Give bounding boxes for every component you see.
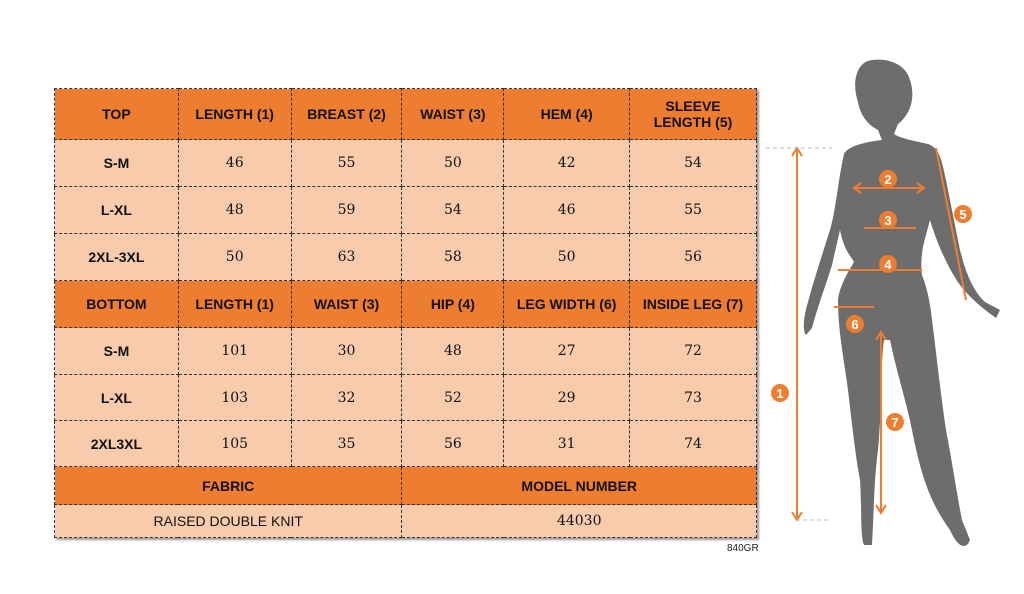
value-cell: 32 xyxy=(290,374,403,421)
size-cell: 2XL3XL xyxy=(54,420,179,467)
product-code: 840GR xyxy=(727,543,759,554)
body-measurement-figure: 1 2 3 4 5 6 7 xyxy=(766,59,1000,546)
value-cell: 35 xyxy=(290,420,403,467)
size-cell: L-XL xyxy=(54,186,179,234)
value-cell: 72 xyxy=(629,327,757,375)
table-row: L-XL 48 59 54 46 55 xyxy=(54,186,757,234)
table-row: 2XL3XL 105 35 56 31 74 xyxy=(54,420,757,467)
value-cell: 54 xyxy=(401,186,505,234)
value-cell: 48 xyxy=(177,186,292,234)
info-row: RAISED DOUBLE KNIT 44030 xyxy=(53,504,757,538)
marker-3: 3 xyxy=(884,213,891,228)
value-cell: 50 xyxy=(503,233,631,281)
value-cell: 46 xyxy=(503,186,631,234)
header-cell: WAIST (3) xyxy=(290,280,403,328)
value-cell: 58 xyxy=(401,233,505,281)
table-row: 2XL-3XL 50 63 58 50 56 xyxy=(54,233,757,281)
size-cell: S-M xyxy=(54,139,179,187)
value-cell: 50 xyxy=(401,139,505,187)
fabric-value: RAISED DOUBLE KNIT xyxy=(53,504,403,538)
woman-silhouette-icon xyxy=(803,59,1000,546)
header-cell: INSIDE LEG (7) xyxy=(629,280,757,328)
model-number-value: 44030 xyxy=(401,504,757,538)
value-cell: 52 xyxy=(401,374,505,421)
header-cell: HEM (4) xyxy=(503,88,631,140)
marker-7: 7 xyxy=(891,415,898,430)
value-cell: 30 xyxy=(290,327,403,375)
bottom-header-row: BOTTOM LENGTH (1) WAIST (3) HIP (4) LEG … xyxy=(54,280,757,328)
value-cell: 31 xyxy=(503,420,631,467)
header-cell: LEG WIDTH (6) xyxy=(503,280,631,328)
table-row: L-XL 103 32 52 29 73 xyxy=(54,374,757,421)
fabric-label: FABRIC xyxy=(53,466,403,505)
top-header-row: TOP LENGTH (1) BREAST (2) WAIST (3) HEM … xyxy=(54,88,757,140)
value-cell: 46 xyxy=(177,139,292,187)
header-cell: LENGTH (1) xyxy=(177,280,292,328)
header-cell: WAIST (3) xyxy=(401,88,505,140)
size-cell: L-XL xyxy=(54,374,179,421)
value-cell: 73 xyxy=(629,374,757,421)
value-cell: 54 xyxy=(629,139,757,187)
marker-4: 4 xyxy=(884,257,892,272)
value-cell: 101 xyxy=(177,327,292,375)
header-cell: BOTTOM xyxy=(54,280,179,328)
table-row: S-M 46 55 50 42 54 xyxy=(54,139,757,187)
value-cell: 50 xyxy=(177,233,292,281)
header-cell: TOP xyxy=(54,88,179,140)
marker-2: 2 xyxy=(884,172,891,187)
value-cell: 103 xyxy=(177,374,292,421)
guide-lines xyxy=(766,147,832,521)
info-header-row: FABRIC MODEL NUMBER xyxy=(53,466,757,505)
size-cell: S-M xyxy=(54,327,179,375)
measurement-arrows xyxy=(791,146,967,522)
value-cell: 48 xyxy=(401,327,505,375)
marker-6: 6 xyxy=(851,317,858,332)
model-number-label: MODEL NUMBER xyxy=(401,466,757,505)
value-cell: 55 xyxy=(290,139,403,187)
header-cell: SLEEVE LENGTH (5) xyxy=(629,88,757,140)
header-cell: BREAST (2) xyxy=(290,88,403,140)
size-cell: 2XL-3XL xyxy=(54,233,179,281)
value-cell: 59 xyxy=(290,186,403,234)
measurement-markers: 1 2 3 4 5 6 7 xyxy=(771,170,972,431)
value-cell: 74 xyxy=(629,420,757,467)
value-cell: 56 xyxy=(401,420,505,467)
marker-5: 5 xyxy=(959,207,966,222)
size-chart-table: TOP LENGTH (1) BREAST (2) WAIST (3) HEM … xyxy=(53,88,757,538)
header-cell: HIP (4) xyxy=(401,280,505,328)
value-cell: 42 xyxy=(503,139,631,187)
value-cell: 63 xyxy=(290,233,403,281)
value-cell: 29 xyxy=(503,374,631,421)
value-cell: 27 xyxy=(503,327,631,375)
header-cell: LENGTH (1) xyxy=(177,88,292,140)
value-cell: 56 xyxy=(629,233,757,281)
value-cell: 105 xyxy=(177,420,292,467)
value-cell: 55 xyxy=(629,186,757,234)
table-row: S-M 101 30 48 27 72 xyxy=(54,327,757,375)
marker-1: 1 xyxy=(776,386,783,401)
